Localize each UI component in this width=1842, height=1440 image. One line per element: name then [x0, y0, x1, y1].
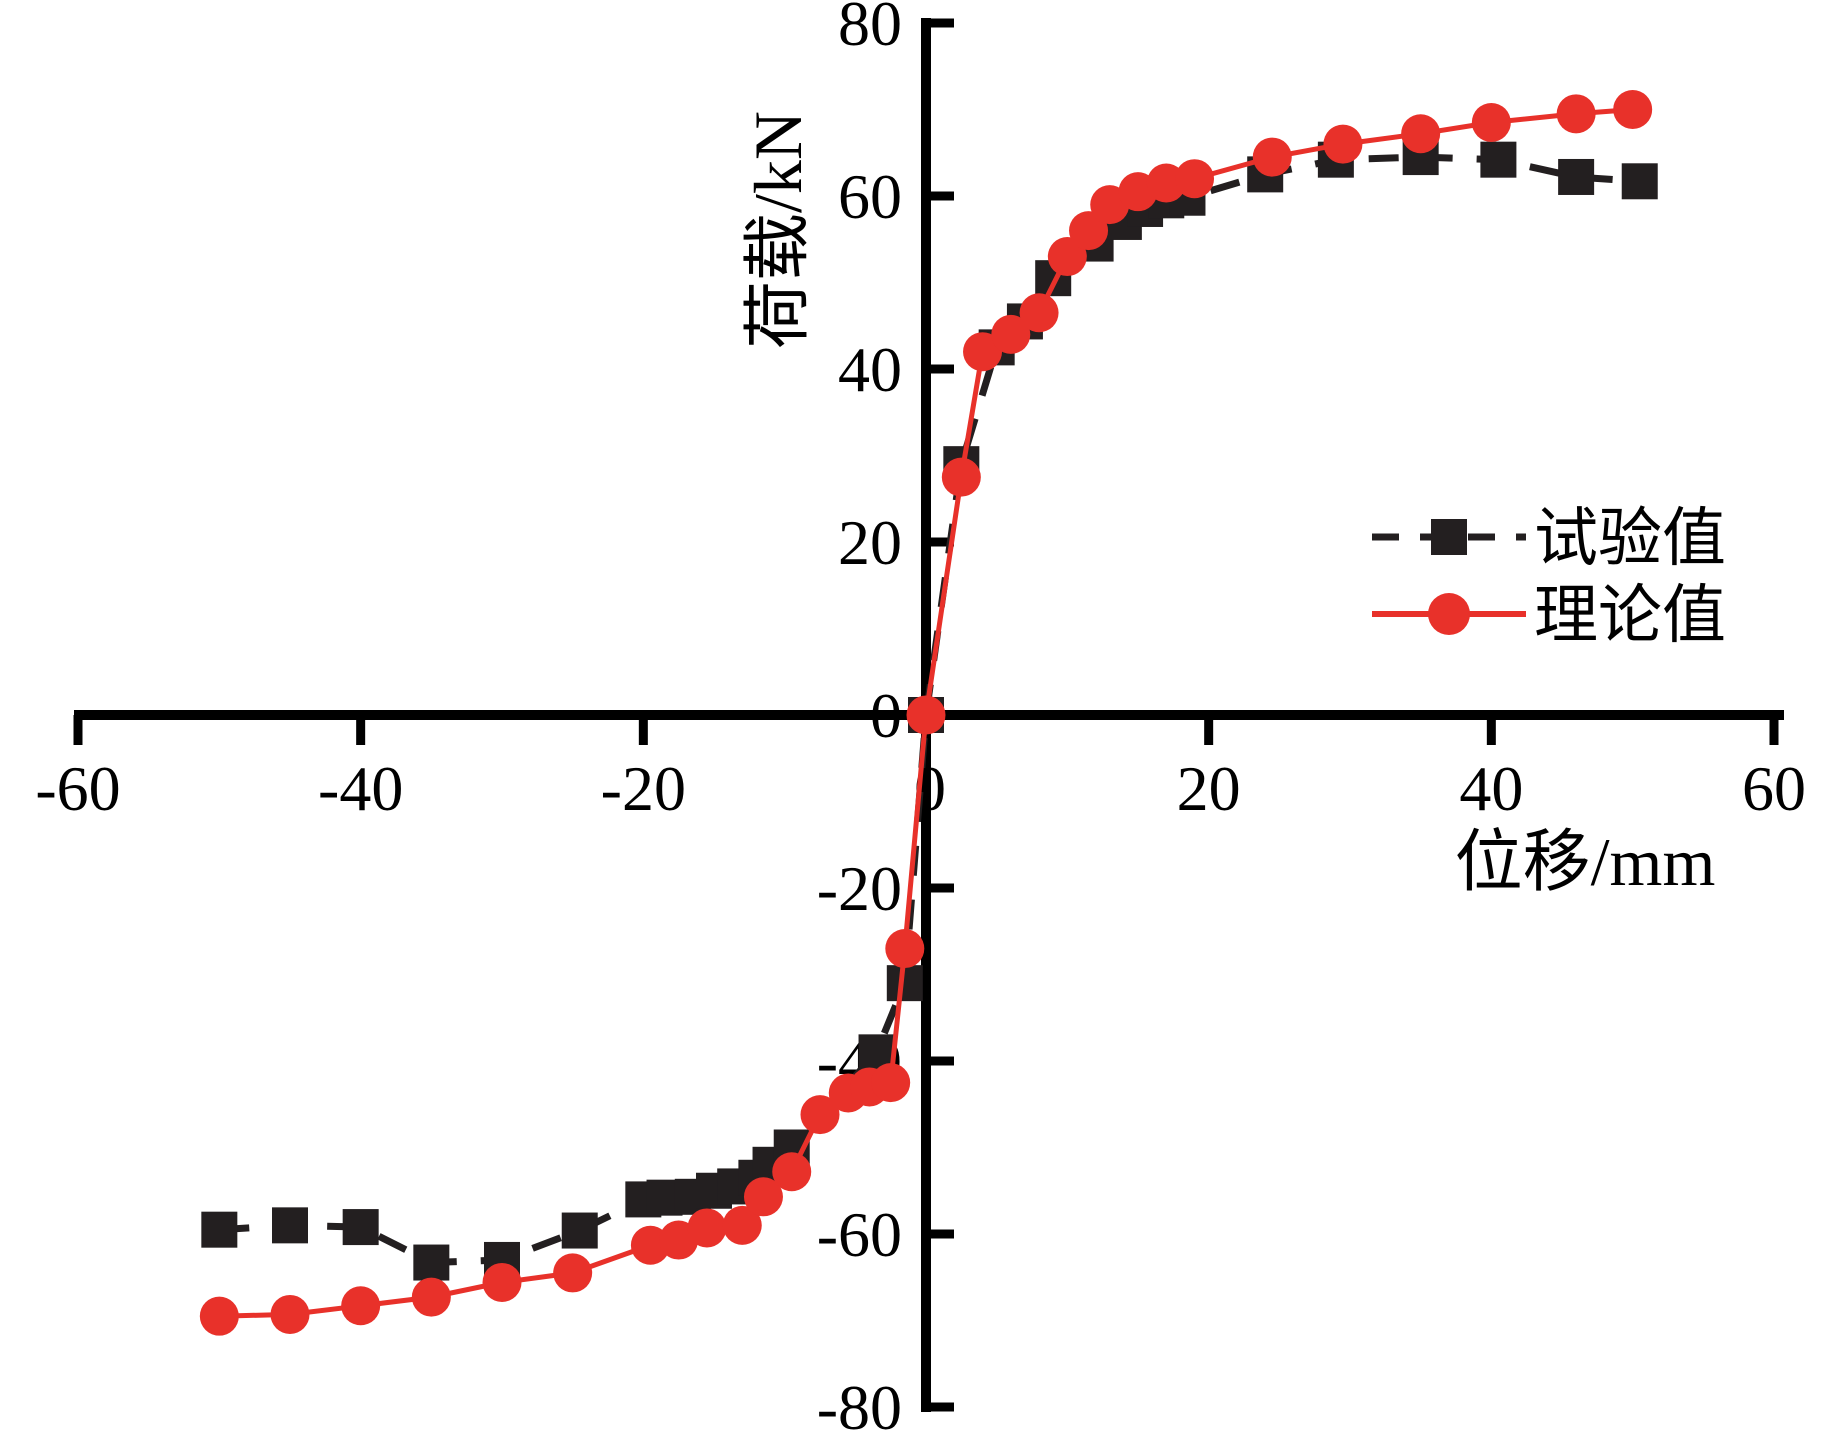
square-data-marker [561, 1212, 598, 1249]
circle-data-marker [1175, 159, 1215, 199]
circle-data-marker [800, 1095, 840, 1135]
series-line [219, 107, 1633, 1319]
legend: 试验值 理论值 [1372, 503, 1726, 651]
legend-item-experimental: 试验值 [1372, 503, 1726, 574]
circle-data-marker [722, 1205, 762, 1245]
circle-data-marker [1019, 293, 1059, 333]
x-tick-label: 60 [1742, 753, 1806, 824]
y-axis-title: 荷载/kN [740, 111, 816, 349]
circle-data-marker [941, 457, 981, 497]
y-tick-label: 20 [838, 507, 902, 578]
y-tick-label: -60 [817, 1199, 902, 1270]
legend-item-theoretical: 理论值 [1372, 580, 1726, 651]
y-tick-label: -20 [817, 853, 902, 924]
circle-data-marker [871, 1063, 911, 1103]
y-tick-label: 60 [838, 161, 902, 232]
square-data-marker [1480, 141, 1517, 178]
legend-label-experimental: 试验值 [1534, 503, 1726, 574]
circle-data-marker [1323, 124, 1363, 164]
x-axis-title: 位移/mm [1455, 824, 1716, 900]
circle-data-marker [1401, 114, 1441, 154]
square-data-marker [1558, 158, 1595, 195]
circle-data-marker [199, 1296, 239, 1336]
circle-data-marker [687, 1208, 727, 1248]
circle-data-marker [341, 1286, 381, 1326]
y-tick-label: 0 [870, 680, 902, 751]
square-data-marker [201, 1211, 238, 1248]
legend-label-theoretical: 理论值 [1534, 580, 1726, 651]
circle-data-marker [270, 1294, 310, 1334]
data-series [199, 90, 1658, 1336]
circle-data-marker [482, 1262, 522, 1302]
square-data-marker [1621, 163, 1658, 200]
x-tick-label: -40 [318, 753, 403, 824]
square-data-marker [413, 1244, 450, 1281]
y-tick-label: 40 [838, 334, 902, 405]
x-tick-label: 40 [1459, 753, 1523, 824]
circle-data-marker [991, 314, 1031, 354]
square-data-marker [342, 1209, 379, 1246]
x-tick-label: -60 [35, 753, 120, 824]
circle-data-marker [411, 1277, 451, 1317]
square-data-marker [272, 1207, 308, 1244]
circle-data-marker [1613, 90, 1653, 129]
legend-square-marker-icon [1431, 519, 1467, 555]
y-tick-label: -80 [817, 1372, 902, 1440]
circle-data-marker [772, 1152, 812, 1192]
circle-data-marker [1252, 137, 1292, 177]
circle-data-marker [1471, 102, 1511, 142]
legend-circle-marker-icon [1428, 593, 1470, 635]
circle-data-marker [1556, 94, 1596, 134]
y-tick-label: 80 [838, 0, 902, 59]
circle-data-marker [553, 1253, 593, 1293]
circle-data-marker [906, 695, 946, 735]
circle-data-marker [963, 332, 1003, 372]
circle-data-marker [743, 1177, 783, 1217]
series-theoretical [199, 90, 1653, 1336]
x-tick-label: 20 [1177, 753, 1241, 824]
x-tick-label: -20 [601, 753, 686, 824]
circle-data-marker [1069, 211, 1109, 251]
circle-data-marker [885, 929, 925, 969]
circle-data-marker [1047, 237, 1087, 277]
